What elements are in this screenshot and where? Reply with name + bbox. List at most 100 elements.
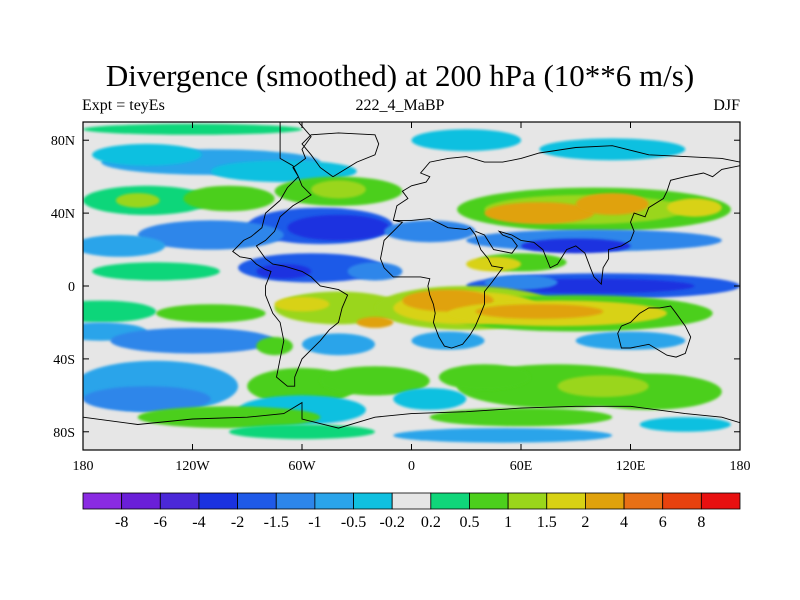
- field-region-b30-4: [83, 235, 166, 257]
- colorbar-label: -6: [154, 514, 167, 531]
- colorbar-label: 4: [620, 514, 628, 531]
- field-region-n-cyan-1: [411, 129, 522, 152]
- field-region-s10-11: [356, 316, 394, 328]
- chart-title: Divergence (smoothed) at 200 hPa (10**6 …: [105, 58, 695, 93]
- colorbar-label: 6: [659, 514, 667, 531]
- field-region-b30-3: [137, 220, 284, 250]
- field-region-s10-10: [274, 296, 330, 312]
- field-region-n-top: [83, 123, 302, 135]
- colorbar-box-6: [314, 492, 354, 510]
- field-region-n-band-2: [92, 143, 202, 166]
- field-region-g50-2: [183, 185, 275, 212]
- colorbar-label: -4: [192, 514, 205, 531]
- x-tick-label: 0: [408, 459, 415, 474]
- field-region-o40-b: [575, 193, 649, 215]
- colorbar-label: 2: [581, 514, 589, 531]
- field-region-n-band-3: [210, 160, 357, 183]
- coastline-segment-1: [301, 132, 380, 178]
- coastline-segment-2: [392, 145, 740, 221]
- field-region-s30-5: [411, 331, 485, 350]
- center-string: 222_4_MaBP: [355, 97, 445, 114]
- field-region-g10-1: [92, 262, 220, 281]
- colorbar-box-8: [391, 492, 432, 510]
- field-region-s50-6: [438, 364, 531, 390]
- colorbar-box-12: [546, 492, 586, 510]
- colorbar-box-9: [430, 492, 470, 510]
- colorbar-label: -1.5: [264, 514, 289, 531]
- field-region-s50-2: [83, 386, 211, 412]
- colorbar-box-7: [353, 492, 393, 510]
- colorbar-box-13: [585, 492, 625, 510]
- field-region-b30-5: [384, 220, 476, 243]
- field-region-s70-2: [429, 408, 613, 427]
- colorbar-label: 1: [504, 514, 512, 531]
- colorbar-box-16: [700, 492, 741, 510]
- field-region-s80-1: [229, 424, 375, 440]
- colorbar-label: -0.2: [380, 514, 405, 531]
- field-region-b10-3: [347, 262, 403, 281]
- field-region-s60-2: [393, 388, 467, 410]
- field-region-y50-1: [115, 193, 160, 208]
- axes: 180 120W 60W 0 60E 120E 180 80N 40N 0 40S 80S: [51, 122, 751, 474]
- field-region-o40-a: [484, 202, 595, 225]
- colorbar-label: 8: [697, 514, 705, 531]
- field-region-s80-3: [639, 417, 731, 432]
- y-tick-label: 0: [68, 280, 75, 295]
- field-region-eq-3: [484, 275, 558, 290]
- field-region-b30-2: [287, 214, 390, 241]
- divergence-field: [83, 123, 740, 443]
- colorbar-box-11: [507, 492, 548, 510]
- colorbar: -8 -6 -4 -2 -1.5 -1 -0.5 -0.2 0.2 0.5 1 1.5 2 4 6 8: [82, 492, 741, 531]
- y-tick-label: 80S: [53, 426, 75, 441]
- field-region-s30-3: [302, 333, 375, 356]
- field-region-s50-4: [320, 366, 430, 396]
- field-region-y15-1: [466, 256, 521, 272]
- field-region-s50-8: [557, 375, 649, 398]
- field-region-s30-2: [110, 327, 275, 354]
- colorbar-box-14: [623, 492, 664, 510]
- x-tick-label: 60E: [510, 459, 533, 474]
- field-region-o40-c: [667, 198, 722, 217]
- colorbar-label: 0.5: [459, 514, 479, 531]
- field-region-s30-6: [575, 331, 686, 350]
- left-string: Expt = teyEs: [82, 97, 165, 114]
- field-region-s10-1: [83, 300, 157, 323]
- colorbar-box-5: [275, 492, 316, 510]
- x-tick-label: 60W: [288, 459, 316, 474]
- plot-area: [82, 121, 741, 451]
- field-region-y50-2: [311, 180, 366, 199]
- coastline-segment-0: [232, 122, 349, 387]
- x-tick-label: 120W: [175, 459, 210, 474]
- colorbar-label: -2: [231, 514, 244, 531]
- colorbar-box-0: [82, 492, 123, 510]
- y-tick-label: 40N: [51, 207, 75, 222]
- colorbar-label: 0.2: [421, 514, 441, 531]
- field-region-s10-2: [156, 304, 266, 323]
- coastlines: [83, 122, 740, 429]
- colorbar-box-2: [159, 492, 200, 510]
- coastline-segment-4: [475, 165, 740, 286]
- x-tick-label: 180: [73, 459, 94, 474]
- field-region-s70-1: [137, 406, 321, 429]
- colorbar-label: -8: [115, 514, 128, 531]
- coastline-segment-5: [617, 305, 692, 358]
- colorbar-box-1: [121, 492, 161, 510]
- x-tick-label: 180: [730, 459, 751, 474]
- colorbar-label: -0.5: [341, 514, 366, 531]
- coastline-segment-6: [83, 401, 740, 429]
- colorbar-box-3: [198, 492, 238, 510]
- coastline-segment-3: [380, 218, 504, 349]
- x-tick-label: 120E: [616, 459, 646, 474]
- right-string: DJF: [713, 97, 740, 114]
- colorbar-label: -1: [308, 514, 321, 531]
- y-tick-label: 80N: [51, 134, 75, 149]
- field-region-s30-4: [256, 337, 293, 356]
- y-tick-label: 40S: [53, 353, 75, 368]
- field-region-s80-2: [393, 428, 613, 443]
- colorbar-box-4: [237, 492, 277, 510]
- colorbar-box-15: [662, 492, 702, 510]
- colorbar-label: 1.5: [537, 514, 557, 531]
- colorbar-box-10: [469, 492, 509, 510]
- field-region-s10-9: [475, 304, 604, 319]
